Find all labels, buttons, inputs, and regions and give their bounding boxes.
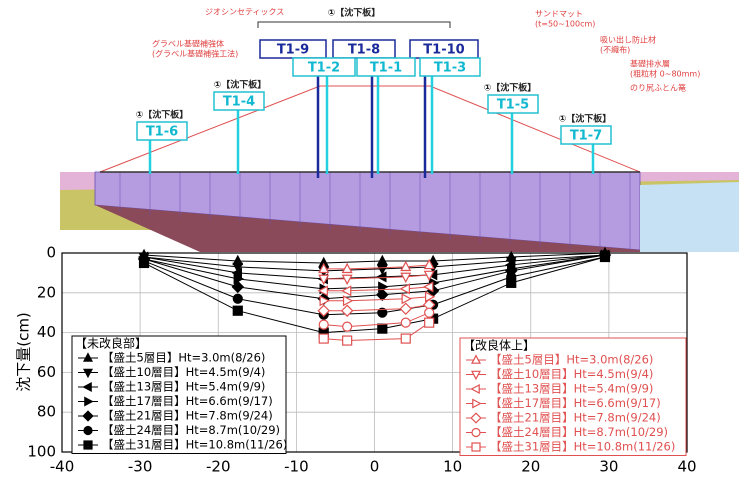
x-tick-label: -20 — [206, 458, 231, 476]
legend-label: 【盛土24層目】Ht=8.7m(10/29) — [490, 425, 668, 439]
plate-label: T1-2 — [308, 61, 340, 76]
marker — [84, 441, 92, 449]
marker — [319, 320, 328, 329]
legend-label: 【盛土13層目】Ht=5.4m(9/9) — [490, 382, 653, 396]
annotation: のり尻ふとん篭 — [630, 83, 686, 93]
plate-label: T1-1 — [370, 61, 402, 76]
callout: ①【沈下板】 — [559, 113, 612, 125]
plate-label: T1-4 — [223, 95, 255, 110]
callout: ①【沈下板】 — [484, 82, 537, 94]
x-tick-label: 30 — [599, 458, 618, 476]
marker — [343, 322, 352, 331]
legend-label: 【盛土24層目】Ht=8.7m(10/29) — [102, 423, 280, 437]
marker — [233, 294, 242, 303]
legend-label: 【盛土17層目】Ht=6.6m(9/17) — [490, 396, 661, 410]
y-axis-label: 沈下量(cm) — [15, 312, 33, 392]
marker — [507, 278, 516, 287]
legend-label: 【盛土5層目】Ht=3.0m(8/26) — [490, 353, 653, 367]
legend-label: 【盛土10層目】Ht=4.5m(9/4) — [490, 367, 653, 381]
x-tick-label: 10 — [443, 458, 462, 476]
plate-label: T1-6 — [146, 125, 178, 140]
legend-label: 【盛土31層目】Ht=10.8m(11/26) — [490, 440, 675, 454]
marker — [140, 258, 149, 267]
x-tick-label: 40 — [677, 458, 696, 476]
plate-label: T1-3 — [434, 61, 466, 76]
marker — [425, 318, 434, 327]
marker — [472, 429, 480, 437]
annotation: サンドマット — [535, 10, 583, 19]
callout: ①【沈下板】 — [136, 109, 189, 121]
plate-label: T1-9 — [277, 43, 309, 58]
annotation: ジオシンセティックス — [205, 8, 284, 17]
legend-label: 【盛土13層目】Ht=5.4m(9/9) — [102, 380, 265, 394]
legend-label: 【盛土17層目】Ht=6.6m(9/17) — [102, 394, 273, 408]
legend-label: 【盛土21層目】Ht=7.8m(9/24) — [102, 409, 273, 423]
x-tick-label: -10 — [284, 458, 309, 476]
marker — [401, 334, 410, 343]
marker — [84, 427, 92, 435]
legend-label: 【盛土31層目】Ht=10.8m(11/26) — [102, 438, 287, 452]
marker — [600, 252, 609, 261]
x-tick-label: -30 — [128, 458, 153, 476]
annotation: (グラベル基礎補強工法) — [152, 49, 238, 59]
callout: ①【沈下板】 — [214, 79, 267, 91]
legend-title: 【改良体上】 — [463, 338, 535, 353]
y-tick-label: 40 — [37, 323, 56, 341]
marker — [343, 336, 352, 345]
y-tick-label: 0 — [46, 244, 56, 262]
callout: ①【沈下板】 — [328, 7, 381, 19]
marker — [233, 306, 242, 315]
plate-label: T1-10 — [423, 43, 464, 58]
marker — [319, 334, 328, 343]
legend-label: 【盛土10層目】Ht=4.5m(9/4) — [102, 365, 265, 379]
water-layer — [640, 182, 739, 252]
plate-label: T1-7 — [570, 129, 602, 144]
annotation: 吸い出し防止材 — [600, 35, 656, 45]
legend-title: 【未改良部】 — [75, 336, 147, 351]
x-tick-label: 0 — [370, 458, 380, 476]
annotation: 基礎排水層 — [630, 59, 670, 69]
x-tick-label: 20 — [521, 458, 540, 476]
annotation: (不織布) — [600, 45, 630, 55]
marker — [472, 443, 480, 451]
legend-label: 【盛土5層目】Ht=3.0m(8/26) — [102, 351, 265, 365]
plate-label: T1-5 — [497, 98, 529, 113]
cross-section: ①【沈下板】 ①【沈下板】 ①【沈下板】 ①【沈下板】 ①【沈下板】 T1-9 … — [60, 7, 739, 253]
annotation: (t=50~100cm) — [535, 20, 595, 29]
annotation: (粗粒材 0~80mm) — [630, 69, 700, 79]
y-tick-label: 20 — [37, 283, 56, 301]
x-tick-label: -40 — [50, 458, 75, 476]
y-tick-label: 80 — [37, 403, 56, 421]
annotation: グラベル基礎補強体 — [152, 39, 224, 49]
marker — [425, 308, 434, 317]
marker — [401, 318, 410, 327]
y-tick-label: 60 — [37, 363, 56, 381]
marker — [378, 324, 387, 333]
bracket — [258, 22, 450, 28]
legend-label: 【盛土21層目】Ht=7.8m(9/24) — [490, 411, 661, 425]
plate-label: T1-8 — [348, 43, 380, 58]
page: ①【沈下板】 ①【沈下板】 ①【沈下板】 ①【沈下板】 ①【沈下板】 T1-9 … — [0, 0, 739, 482]
